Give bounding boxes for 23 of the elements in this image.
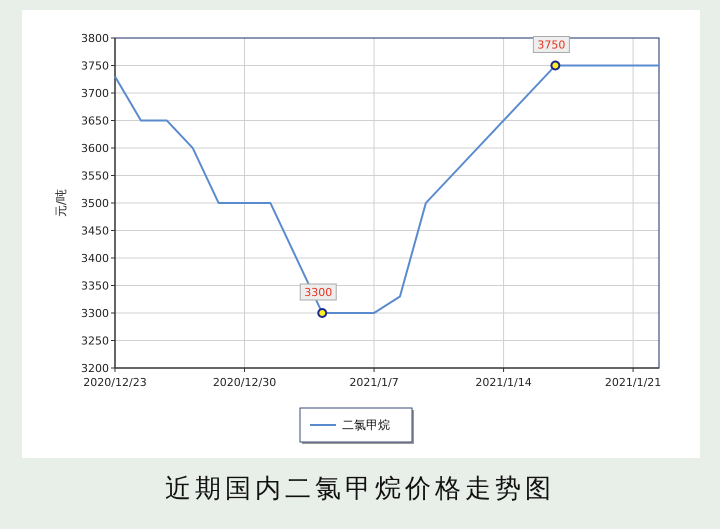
legend-label: 二氯甲烷 [342, 418, 390, 432]
y-axis-title: 元/吨 [54, 188, 68, 218]
x-tick-label: 2021/1/21 [604, 376, 662, 389]
y-tick-label: 3600 [81, 142, 109, 155]
data-label: 3300 [304, 286, 332, 299]
x-tick-label: 2020/12/30 [212, 376, 276, 389]
x-tick-label: 2021/1/14 [475, 376, 532, 389]
y-tick-label: 3550 [81, 170, 109, 182]
y-tick-label: 3450 [81, 224, 109, 238]
data-label: 3750 [537, 38, 566, 52]
y-tick-label: 3350 [81, 280, 109, 292]
y-tick-label: 3650 [81, 114, 109, 128]
y-tick-label: 3400 [81, 252, 109, 265]
x-tick-label: 2021/1/7 [349, 376, 399, 389]
x-tick-label: 2020/12/23 [83, 376, 147, 389]
y-tick-label: 3300 [81, 307, 109, 320]
y-tick-label: 3200 [81, 362, 109, 375]
y-tick-label: 3500 [81, 197, 109, 210]
y-tick-label: 3750 [81, 60, 109, 72]
y-tick-label: 3700 [81, 87, 109, 100]
y-tick-label: 3800 [81, 32, 109, 45]
y-tick-label: 3250 [81, 334, 109, 348]
text: 近期国内二氯甲烷价格走势图 [165, 474, 555, 504]
